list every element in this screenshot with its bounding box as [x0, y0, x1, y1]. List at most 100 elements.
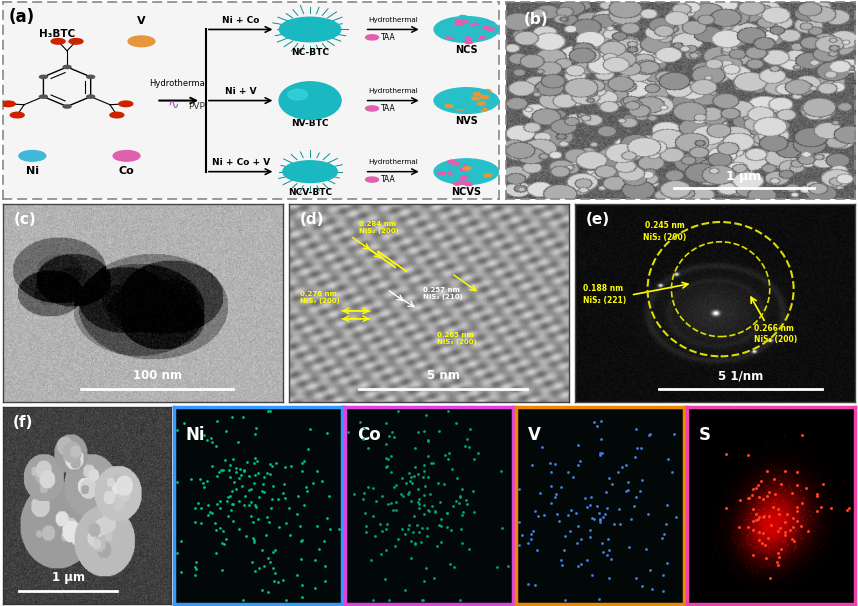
Point [453, 595, 467, 605]
Point [440, 508, 454, 518]
Point [294, 536, 308, 546]
Point [594, 416, 607, 426]
Point [412, 468, 426, 478]
Point [433, 497, 447, 507]
Point [410, 521, 424, 530]
Point [361, 443, 375, 453]
Point [264, 504, 278, 513]
Point [573, 456, 587, 465]
Circle shape [455, 23, 462, 26]
Point [757, 494, 770, 504]
Point [842, 504, 855, 513]
Point [263, 557, 277, 567]
Point [752, 512, 766, 522]
Point [257, 472, 271, 482]
Point [221, 492, 235, 502]
Point [218, 455, 232, 465]
Point [774, 479, 788, 489]
Circle shape [474, 107, 483, 110]
Point [224, 472, 238, 482]
Point [549, 490, 563, 499]
Point [417, 490, 431, 499]
Point [771, 504, 785, 514]
Point [790, 516, 804, 525]
Point [421, 471, 435, 481]
Circle shape [456, 107, 464, 110]
Point [778, 530, 792, 540]
Point [268, 545, 281, 555]
Point [624, 514, 637, 524]
Point [521, 579, 535, 589]
Point [446, 501, 460, 511]
Point [347, 490, 361, 499]
Point [801, 526, 815, 536]
Point [298, 501, 311, 510]
Point [213, 503, 227, 513]
Point [420, 523, 433, 533]
Circle shape [366, 177, 378, 182]
Point [269, 568, 282, 578]
Point [636, 475, 650, 485]
Point [323, 491, 336, 501]
Circle shape [449, 34, 457, 37]
Point [563, 527, 577, 536]
Point [466, 486, 480, 496]
Text: NiS₂ (200): NiS₂ (200) [643, 233, 686, 242]
Circle shape [453, 182, 462, 185]
Point [341, 427, 355, 437]
Point [332, 524, 346, 533]
Point [229, 467, 243, 476]
Text: 1 μm: 1 μm [726, 170, 761, 182]
Point [384, 451, 397, 461]
Point [290, 570, 304, 579]
Circle shape [463, 167, 471, 170]
Text: 0.257 nm
NiS₂ (210): 0.257 nm NiS₂ (210) [423, 287, 463, 299]
Point [521, 538, 535, 548]
Point [615, 462, 629, 471]
Point [412, 527, 426, 536]
Point [813, 502, 827, 512]
Point [245, 484, 258, 493]
Text: (e): (e) [586, 212, 610, 227]
Point [411, 427, 425, 437]
Text: Co: Co [118, 165, 135, 176]
Point [396, 491, 410, 501]
Circle shape [469, 166, 477, 169]
Point [265, 494, 279, 504]
Text: NCS: NCS [455, 45, 478, 55]
Point [205, 461, 219, 471]
Point [758, 540, 772, 550]
Point [746, 484, 759, 494]
Point [762, 511, 776, 521]
Point [619, 461, 633, 470]
Point [381, 499, 395, 509]
Point [358, 488, 372, 498]
Circle shape [486, 27, 494, 30]
Circle shape [472, 97, 480, 100]
Point [656, 586, 670, 596]
Point [200, 435, 214, 445]
Point [570, 538, 583, 548]
Circle shape [39, 95, 47, 98]
Point [245, 498, 258, 507]
Text: Hydrothermal: Hydrothermal [368, 16, 418, 22]
Point [414, 538, 427, 547]
Point [412, 499, 426, 509]
Point [746, 505, 760, 514]
Text: TAA: TAA [380, 175, 396, 184]
Point [263, 406, 277, 416]
Point [817, 479, 831, 488]
Point [533, 488, 547, 498]
Point [411, 484, 425, 493]
Circle shape [63, 105, 71, 108]
Text: TAA: TAA [380, 33, 396, 42]
Point [266, 481, 280, 490]
Point [311, 467, 324, 476]
Circle shape [471, 30, 480, 34]
Point [453, 493, 467, 502]
Point [246, 533, 260, 543]
Point [795, 521, 808, 530]
Point [232, 437, 245, 447]
Point [247, 479, 261, 488]
Point [358, 423, 372, 433]
